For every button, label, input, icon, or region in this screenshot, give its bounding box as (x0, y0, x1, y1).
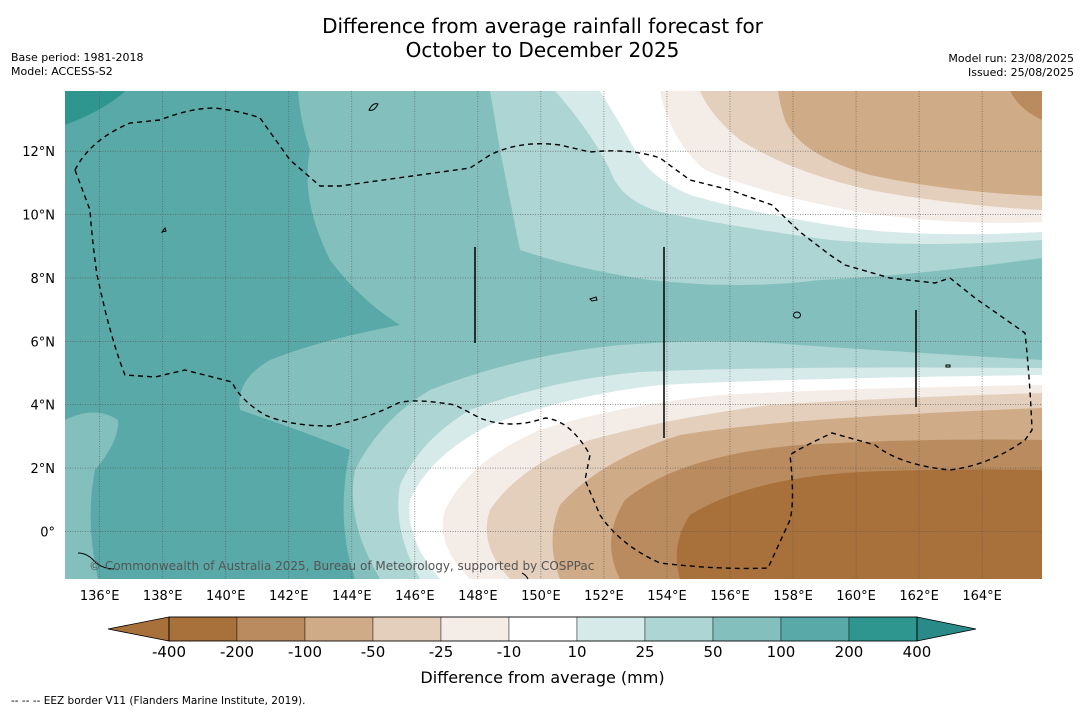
colorbar-tick-label: -50 (360, 643, 386, 661)
colorbar-segment (168, 616, 238, 642)
lon-tick-label: 136°E (80, 589, 120, 604)
model-name: Model: ACCESS-S2 (11, 65, 113, 78)
rainfall-contours (65, 91, 1042, 579)
colorbar (107, 616, 977, 642)
latitude-labels: 12°N 10°N 8°N 6°N 4°N 2°N 0° (22, 145, 55, 540)
band-200-400 (65, 91, 125, 125)
colorbar-segment (644, 616, 714, 642)
meta-right: Model run: 23/08/2025 Issued: 25/08/2025 (948, 52, 1074, 80)
lon-tick-label: 150°E (521, 589, 561, 604)
colorbar-segment (304, 616, 374, 642)
lon-tick-label: 160°E (836, 589, 876, 604)
footnote: -- -- -- EEZ border V11 (Flanders Marine… (11, 695, 306, 707)
band-50-100-west (65, 412, 119, 579)
lat-tick-label: 4°N (31, 399, 56, 414)
lon-tick-label: 162°E (899, 589, 939, 604)
colorbar-segment (372, 616, 442, 642)
colorbar-tick-label: 50 (703, 643, 723, 661)
colorbar-segment (848, 616, 918, 642)
lon-tick-label: 142°E (269, 589, 309, 604)
model-run: Model run: 23/08/2025 (948, 52, 1074, 65)
colorbar-segment (440, 616, 510, 642)
colorbar-segment (236, 616, 306, 642)
band-50-100-east (960, 298, 1042, 345)
meta-left: Base period: 1981-2018 Model: ACCESS-S2 (11, 51, 143, 79)
colorbar-tick-label: 100 (766, 643, 796, 661)
lon-tick-label: 152°E (584, 589, 624, 604)
lat-tick-label: 12°N (22, 145, 55, 160)
colorbar-dry-extend (107, 616, 170, 642)
lat-tick-label: 6°N (31, 335, 56, 350)
title-line-1: Difference from average rainfall forecas… (322, 14, 763, 38)
lon-tick-label: 154°E (647, 589, 687, 604)
chart-title: Difference from average rainfall forecas… (0, 14, 1085, 62)
band-minus100-north (778, 91, 1042, 196)
lon-tick-label: 146°E (395, 589, 435, 604)
lon-tick-label: 164°E (962, 589, 1002, 604)
colorbar-tick-label: -400 (151, 643, 187, 661)
colorbar-tick-label: -10 (496, 643, 522, 661)
longitude-labels: 136°E 138°E 140°E 142°E 144°E 146°E 148°E 150°E… (80, 589, 1002, 604)
colorbar-segment (576, 616, 646, 642)
lon-tick-label: 148°E (458, 589, 498, 604)
colorbar-frame (168, 616, 918, 642)
lon-tick-label: 144°E (332, 589, 372, 604)
colorbar-wet-extend (916, 616, 977, 642)
colorbar-segment (780, 616, 850, 642)
copyright-text: © Commonwealth of Australia 2025, Bureau… (89, 559, 595, 573)
colorbar-tick-label: -25 (428, 643, 454, 661)
colorbar-tick-label: 10 (567, 643, 587, 661)
lon-tick-label: 138°E (143, 589, 183, 604)
colorbar-tick-label: 25 (635, 643, 655, 661)
gridlines (65, 91, 1042, 579)
lat-tick-label: 8°N (31, 272, 56, 287)
lon-tick-label: 158°E (773, 589, 813, 604)
band-minus400-south (676, 469, 1042, 579)
eez-border (74, 107, 1033, 570)
colorbar-segment (712, 616, 782, 642)
islands (77, 103, 951, 580)
lon-tick-label: 140°E (206, 589, 246, 604)
colorbar-tick-label: 200 (834, 643, 864, 661)
colorbar-tick-label: -200 (219, 643, 255, 661)
lon-tick-label: 156°E (710, 589, 750, 604)
title-line-2: October to December 2025 (405, 38, 680, 62)
band-minus200-north (1010, 91, 1042, 120)
colorbar-segment (508, 616, 578, 642)
colorbar-label: Difference from average (mm) (420, 668, 665, 687)
base-period: Base period: 1981-2018 (11, 51, 144, 64)
colorbar-tick-label: -100 (287, 643, 323, 661)
lat-tick-label: 2°N (31, 462, 56, 477)
lat-tick-label: 0° (40, 525, 55, 540)
lat-tick-label: 10°N (22, 209, 55, 224)
issued-date: Issued: 25/08/2025 (967, 66, 1074, 79)
colorbar-tick-label: 400 (902, 643, 932, 661)
